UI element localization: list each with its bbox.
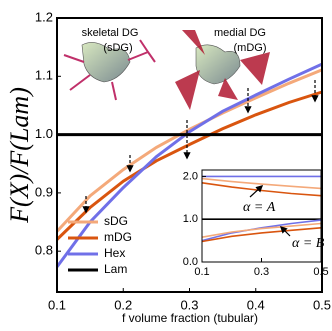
mdg-illustration (175, 30, 270, 110)
y-tick-label: 1.0 (35, 126, 53, 141)
x-tick-label: 0.5 (313, 297, 331, 312)
x-axis-label: f volume fraction (tubular) (122, 311, 258, 325)
y-tick-label: 0.9 (35, 184, 53, 199)
x-tick-label: 0.4 (247, 297, 265, 312)
series-line (55, 90, 323, 241)
series-line (55, 62, 323, 268)
annotation: (sDG) (103, 42, 132, 54)
shift-arrows (82, 80, 319, 214)
legend-label: Lam (104, 262, 127, 276)
y-tick-label: 0.0 (183, 256, 198, 268)
annotation: medial DG (214, 27, 266, 39)
inset-plot: 0.1 0.3 0.5 0.0 1.0 2.0 (183, 169, 329, 278)
x-tick-label: 0.1 (194, 266, 209, 278)
y-tick-label: 1.0 (183, 213, 198, 225)
annotation: α = B (292, 236, 325, 251)
legend-label: Hex (104, 246, 125, 260)
series-line (201, 177, 322, 190)
y-tick-label: 1.2 (35, 9, 53, 24)
annotation: (mDG) (234, 42, 267, 54)
legend-label: sDG (104, 214, 128, 228)
x-tick-label: 0.3 (180, 297, 198, 312)
x-tick-label: 0.5 (313, 266, 328, 278)
series-line (55, 68, 323, 233)
main-plot: 0.1 0.2 0.3 0.4 0.5 0.8 0.9 1.0 1.1 1.2 F(X)/F(Lam… (5, 9, 331, 325)
y-tick-label: 1.1 (35, 68, 53, 83)
x-tick-label: 0.1 (48, 297, 66, 312)
annotation: α = A (243, 200, 276, 215)
y-axis-label: F(X)/F(Lam) (5, 87, 34, 224)
y-tick-label: 0.8 (35, 243, 53, 258)
annotation: skeletal DG (82, 27, 139, 39)
x-tick-label: 0.2 (114, 297, 132, 312)
sdg-illustration (63, 39, 156, 101)
series-line (201, 222, 322, 238)
inset-arrows (249, 185, 291, 237)
series-line (201, 227, 322, 243)
y-tick-label: 2.0 (183, 170, 198, 182)
legend-label: mDG (104, 230, 132, 244)
x-tick-label: 0.3 (254, 266, 269, 278)
